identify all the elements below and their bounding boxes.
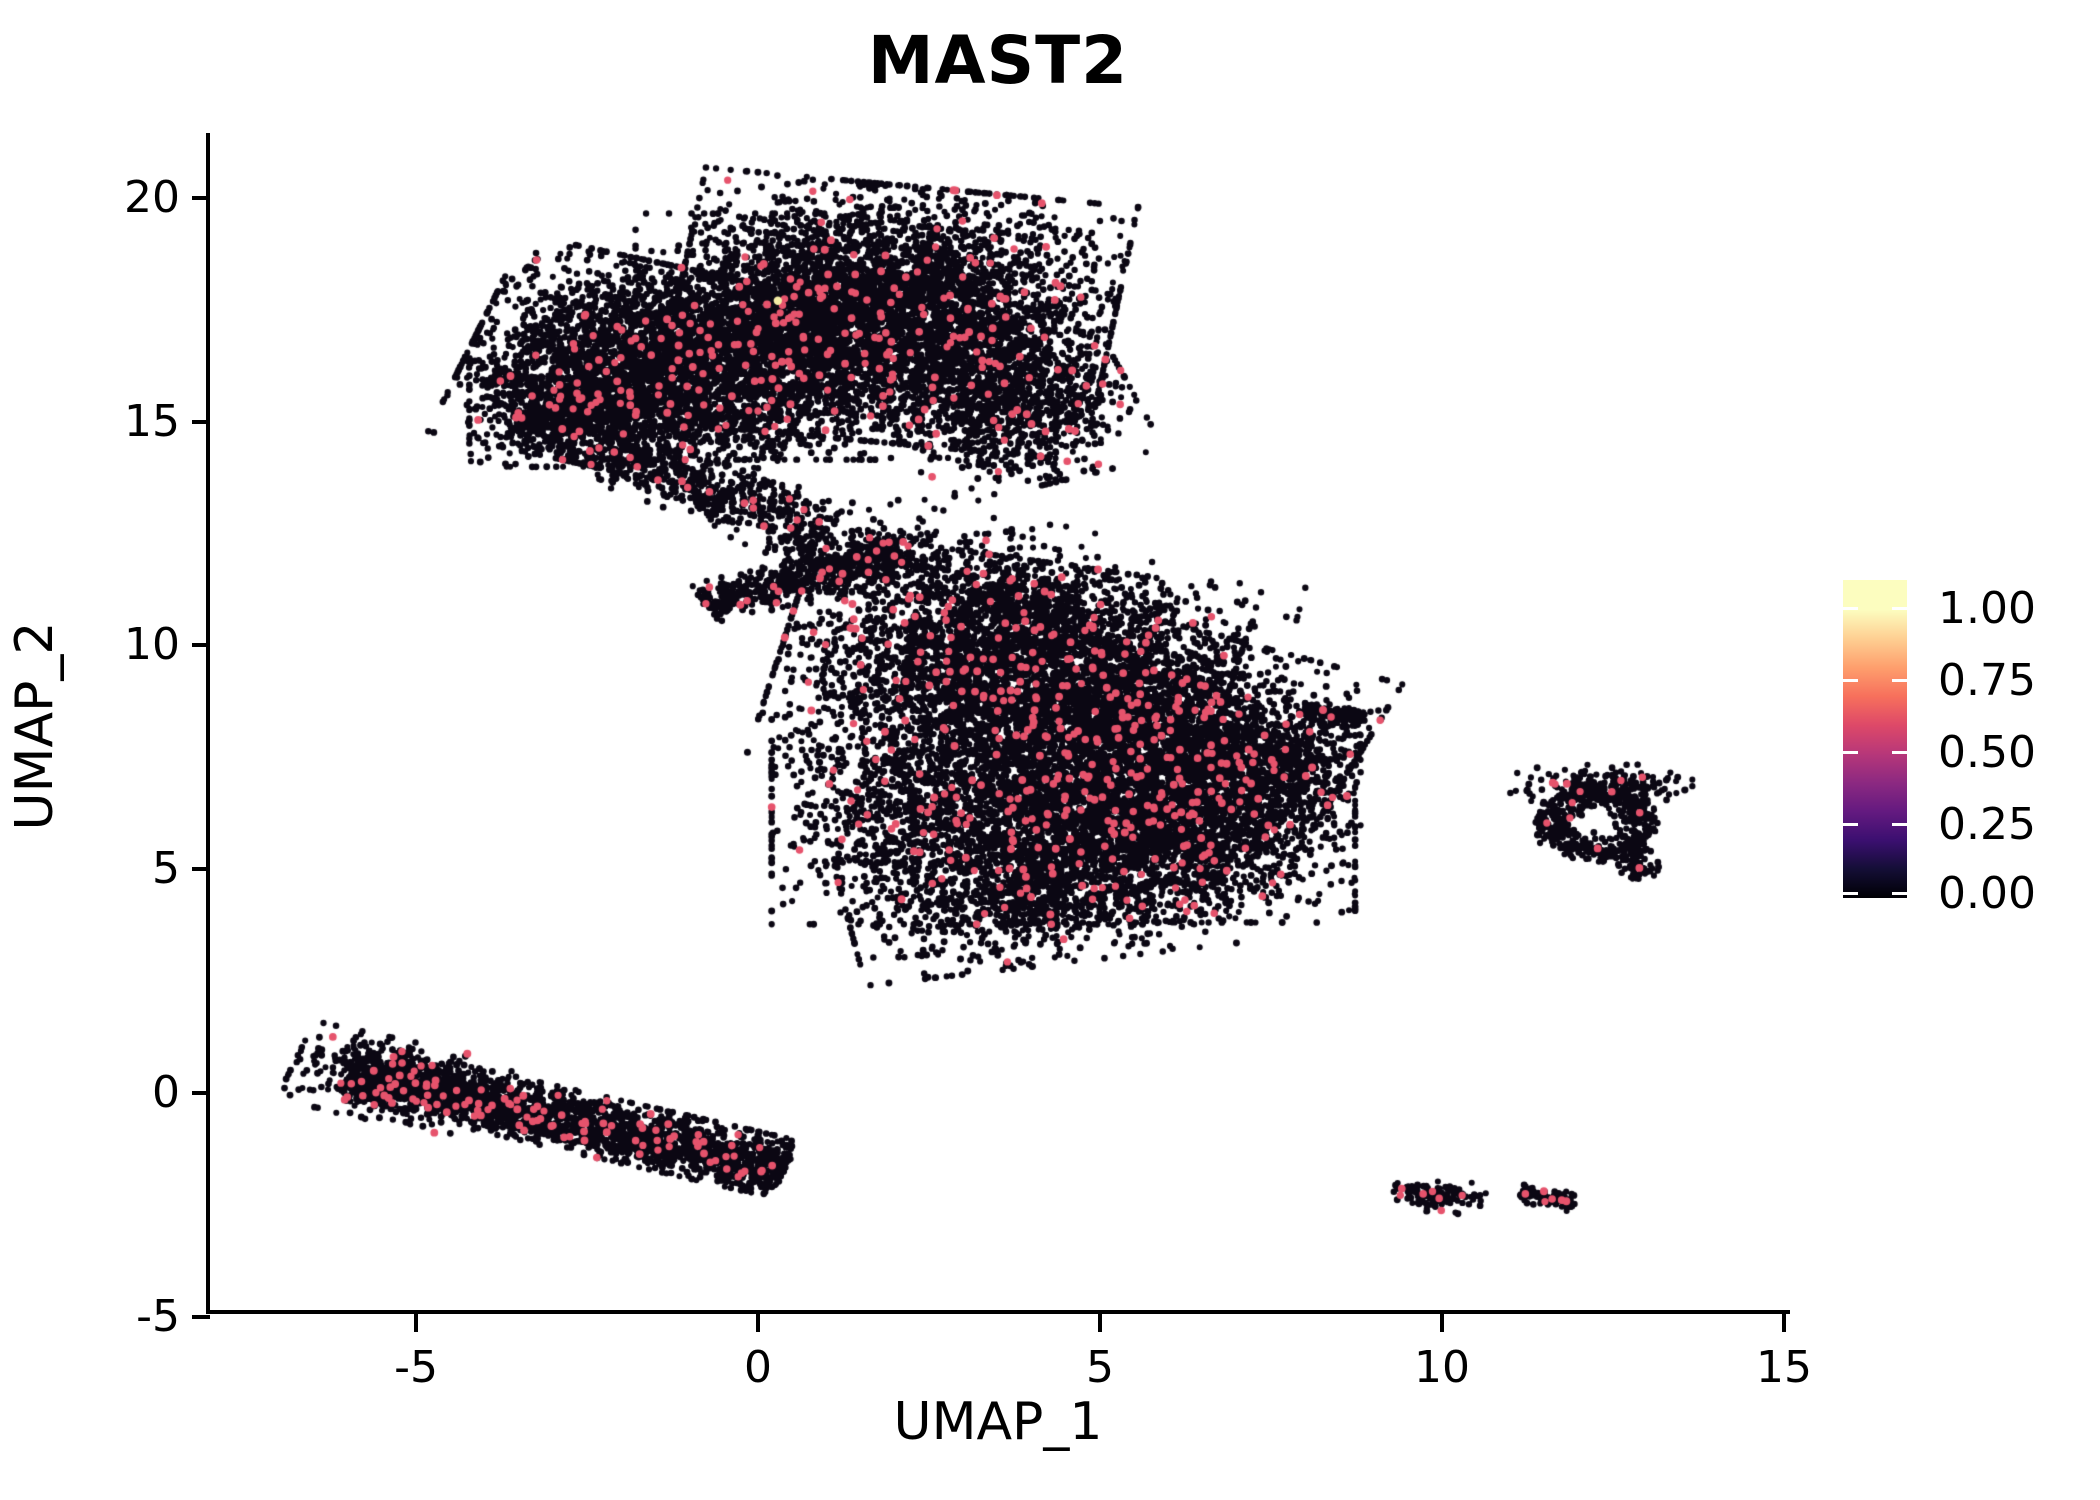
x-tick-label: 5 — [1086, 1342, 1114, 1393]
y-tick-label: 0 — [152, 1067, 180, 1118]
colorbar-gradient — [1843, 580, 1907, 898]
x-axis-label: UMAP_1 — [893, 1392, 1103, 1452]
x-tick-mark — [1098, 1314, 1102, 1332]
x-tick-label: 10 — [1414, 1342, 1470, 1393]
y-tick-label: -5 — [136, 1290, 180, 1342]
x-tick-mark — [1440, 1314, 1444, 1332]
colorbar-tick-mark — [1843, 892, 1858, 895]
y-tick-mark — [192, 1314, 210, 1319]
y-axis-label: UMAP_2 — [5, 621, 65, 831]
y-tick-mark — [192, 1091, 210, 1095]
y-tick-label: 15 — [124, 395, 180, 447]
colorbar-tick-mark — [1892, 607, 1907, 610]
colorbar-tick-label: 0.75 — [1938, 655, 2036, 706]
colorbar-tick-mark — [1892, 679, 1907, 682]
colorbar-tick-mark — [1892, 823, 1907, 826]
y-tick-label: 5 — [152, 843, 180, 895]
colorbar-tick-label: 1.00 — [1938, 583, 2036, 634]
x-tick-label: 15 — [1756, 1342, 1812, 1393]
colorbar-tick-mark — [1843, 751, 1858, 754]
y-tick-mark — [192, 867, 210, 872]
y-tick-mark — [192, 419, 210, 424]
x-axis-line — [206, 1310, 1790, 1314]
x-tick-mark — [414, 1314, 418, 1332]
colorbar-tick-mark — [1843, 607, 1858, 610]
colorbar-tick-label: 0.00 — [1938, 868, 2036, 919]
colorbar-tick-mark — [1892, 751, 1907, 754]
x-tick-label: 0 — [744, 1342, 772, 1393]
x-tick-mark — [1782, 1314, 1786, 1332]
x-tick-mark — [756, 1314, 760, 1332]
colorbar-tick-label: 0.25 — [1938, 799, 2036, 850]
colorbar-tick-mark — [1892, 892, 1907, 895]
colorbar-tick-mark — [1843, 823, 1858, 826]
y-tick-label: 20 — [124, 171, 180, 223]
y-tick-mark — [192, 643, 210, 648]
y-tick-label: 10 — [124, 619, 180, 671]
colorbar-tick-label: 0.50 — [1938, 727, 2036, 778]
colorbar-tick-mark — [1843, 679, 1858, 682]
y-tick-mark — [192, 195, 210, 200]
x-tick-label: -5 — [394, 1342, 438, 1393]
y-axis-line — [206, 133, 210, 1314]
